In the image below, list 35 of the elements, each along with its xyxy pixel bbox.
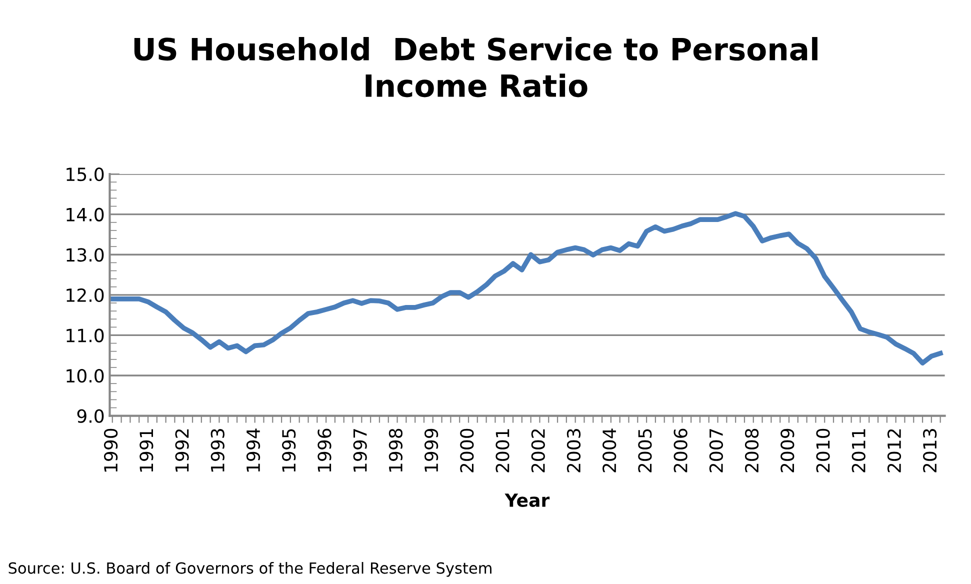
x-tick-label: 2010	[816, 428, 830, 472]
x-tick-label: 2005	[638, 429, 652, 472]
line-series	[110, 211, 943, 366]
x-tick-label: 2004	[602, 428, 616, 472]
x-tick-label: 1997	[353, 429, 367, 472]
x-tick-label: 2011	[852, 429, 866, 472]
x-tick-label: 1994	[246, 428, 260, 472]
x-tick-label: 1990	[104, 428, 118, 472]
x-tick-label: 2012	[887, 429, 902, 472]
y-tick-label: 15.0	[66, 167, 104, 182]
x-tick-label: 1992	[175, 429, 189, 472]
x-tick-label: 2009	[780, 428, 794, 472]
y-tick-label: 11.0	[66, 328, 104, 342]
source-note: Source: U.S. Board of Governors of the Federal Reserve System	[8, 562, 492, 577]
y-tick-label: 13.0	[66, 248, 104, 262]
y-tick-label: 14.0	[66, 208, 104, 222]
x-tick-label: 1999	[424, 428, 438, 472]
x-tick-label: 2007	[709, 429, 724, 472]
x-tick-label: 2013	[923, 429, 937, 472]
x-tick-label: 2003	[566, 429, 581, 472]
x-tick-label: 2002	[531, 429, 545, 472]
x-tick-label: 2000	[460, 428, 474, 472]
chart-title: US Household Debt Service to Personal Income Ratio	[134, 37, 818, 98]
x-tick-label: 1993	[210, 429, 224, 472]
x-axis-title: Year	[504, 494, 550, 507]
x-tick-label: 1996	[318, 428, 332, 472]
y-tick-label: 12.0	[66, 288, 104, 302]
x-tick-label: 1995	[282, 429, 296, 472]
x-tick-label: 1998	[388, 428, 403, 472]
x-tick-label: 2006	[674, 428, 688, 472]
x-tick-label: 1991	[140, 429, 154, 472]
x-tick-label: 2008	[744, 428, 759, 472]
y-tick-label: 9.0	[77, 409, 104, 423]
y-tick-label: 10.0	[66, 368, 104, 383]
x-tick-label: 2001	[496, 429, 510, 472]
